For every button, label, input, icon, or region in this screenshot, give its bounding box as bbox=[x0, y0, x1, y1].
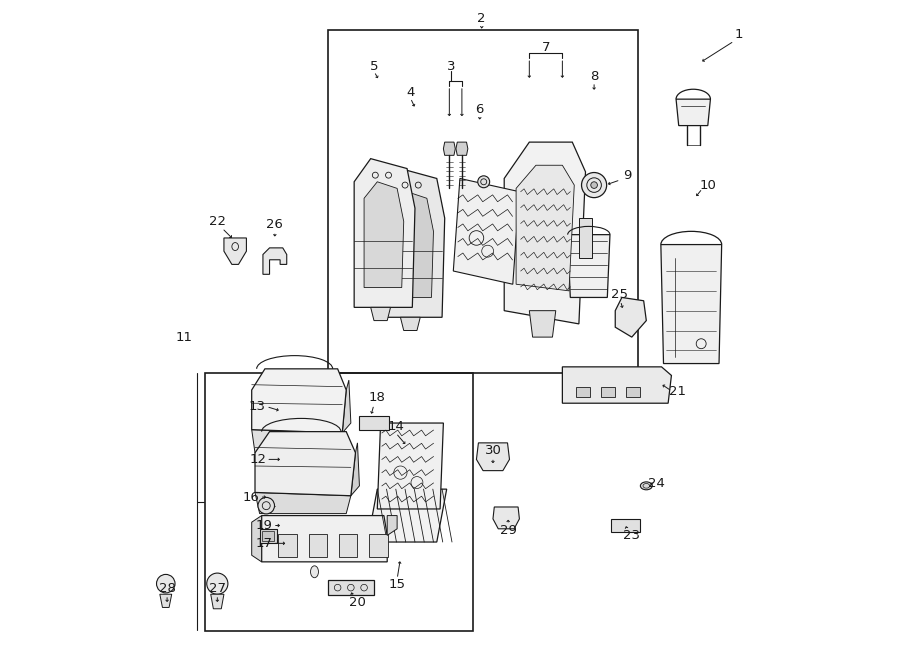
Text: 17: 17 bbox=[255, 537, 272, 550]
Bar bbox=[576, 387, 590, 397]
Polygon shape bbox=[493, 507, 519, 529]
Polygon shape bbox=[400, 317, 420, 330]
Polygon shape bbox=[364, 182, 404, 288]
Ellipse shape bbox=[590, 182, 598, 188]
Text: 20: 20 bbox=[349, 596, 366, 609]
Polygon shape bbox=[579, 218, 592, 258]
Text: 10: 10 bbox=[699, 178, 716, 192]
Polygon shape bbox=[367, 489, 446, 542]
Text: 25: 25 bbox=[611, 288, 628, 301]
Text: 11: 11 bbox=[176, 330, 192, 344]
Text: 22: 22 bbox=[209, 215, 226, 228]
Bar bbox=[600, 387, 616, 397]
Polygon shape bbox=[252, 369, 346, 433]
Text: 6: 6 bbox=[475, 102, 484, 116]
Ellipse shape bbox=[478, 176, 490, 188]
Ellipse shape bbox=[310, 566, 319, 578]
Text: 2: 2 bbox=[478, 12, 486, 25]
Bar bbox=[359, 416, 389, 430]
Text: 16: 16 bbox=[243, 490, 259, 504]
Text: 23: 23 bbox=[624, 529, 640, 542]
Polygon shape bbox=[371, 307, 391, 321]
Bar bbox=[278, 534, 297, 557]
Text: 4: 4 bbox=[406, 86, 415, 99]
Bar bbox=[328, 580, 374, 595]
Polygon shape bbox=[255, 432, 356, 496]
Polygon shape bbox=[476, 443, 509, 471]
Polygon shape bbox=[263, 248, 287, 274]
Polygon shape bbox=[377, 423, 444, 509]
Polygon shape bbox=[516, 165, 574, 291]
Polygon shape bbox=[160, 594, 172, 607]
Polygon shape bbox=[351, 443, 359, 496]
Text: 13: 13 bbox=[248, 400, 266, 413]
Ellipse shape bbox=[641, 482, 652, 490]
Polygon shape bbox=[562, 367, 671, 403]
Text: 21: 21 bbox=[669, 385, 686, 398]
Polygon shape bbox=[444, 142, 455, 155]
Text: 19: 19 bbox=[256, 519, 272, 532]
Text: 1: 1 bbox=[734, 28, 743, 41]
Polygon shape bbox=[342, 380, 351, 433]
Polygon shape bbox=[262, 516, 387, 562]
Text: 29: 29 bbox=[500, 524, 517, 537]
Polygon shape bbox=[252, 516, 262, 562]
Polygon shape bbox=[529, 311, 556, 337]
Text: 15: 15 bbox=[389, 578, 406, 592]
Bar bbox=[339, 534, 357, 557]
Polygon shape bbox=[661, 245, 722, 364]
Bar bbox=[626, 387, 641, 397]
Text: 26: 26 bbox=[266, 218, 284, 231]
Text: 3: 3 bbox=[447, 59, 455, 73]
Text: 27: 27 bbox=[209, 582, 226, 595]
Ellipse shape bbox=[157, 574, 175, 593]
Text: 8: 8 bbox=[590, 69, 598, 83]
Text: 12: 12 bbox=[250, 453, 266, 466]
Bar bbox=[205, 373, 473, 631]
Bar bbox=[610, 519, 640, 532]
Text: 14: 14 bbox=[387, 420, 404, 433]
Ellipse shape bbox=[207, 573, 228, 594]
Text: 7: 7 bbox=[542, 41, 550, 54]
Polygon shape bbox=[387, 516, 397, 535]
Text: 28: 28 bbox=[158, 582, 176, 595]
Polygon shape bbox=[504, 142, 586, 324]
Polygon shape bbox=[384, 169, 445, 317]
Polygon shape bbox=[456, 142, 468, 155]
Bar bbox=[262, 531, 274, 541]
Bar bbox=[328, 30, 638, 373]
Polygon shape bbox=[355, 159, 415, 307]
Polygon shape bbox=[676, 99, 710, 126]
Text: 9: 9 bbox=[623, 169, 631, 182]
Text: 24: 24 bbox=[649, 477, 665, 490]
Polygon shape bbox=[224, 238, 247, 264]
Ellipse shape bbox=[581, 173, 607, 198]
Polygon shape bbox=[252, 430, 342, 453]
Bar bbox=[369, 534, 388, 557]
Polygon shape bbox=[454, 178, 519, 284]
Polygon shape bbox=[616, 297, 646, 337]
Bar bbox=[309, 534, 327, 557]
Bar bbox=[259, 529, 277, 543]
Text: 30: 30 bbox=[484, 444, 501, 457]
Polygon shape bbox=[568, 235, 610, 297]
Polygon shape bbox=[394, 192, 434, 297]
Ellipse shape bbox=[258, 498, 274, 514]
Text: 5: 5 bbox=[370, 59, 378, 73]
Polygon shape bbox=[255, 492, 351, 514]
Text: 18: 18 bbox=[369, 391, 386, 405]
Polygon shape bbox=[211, 594, 224, 609]
